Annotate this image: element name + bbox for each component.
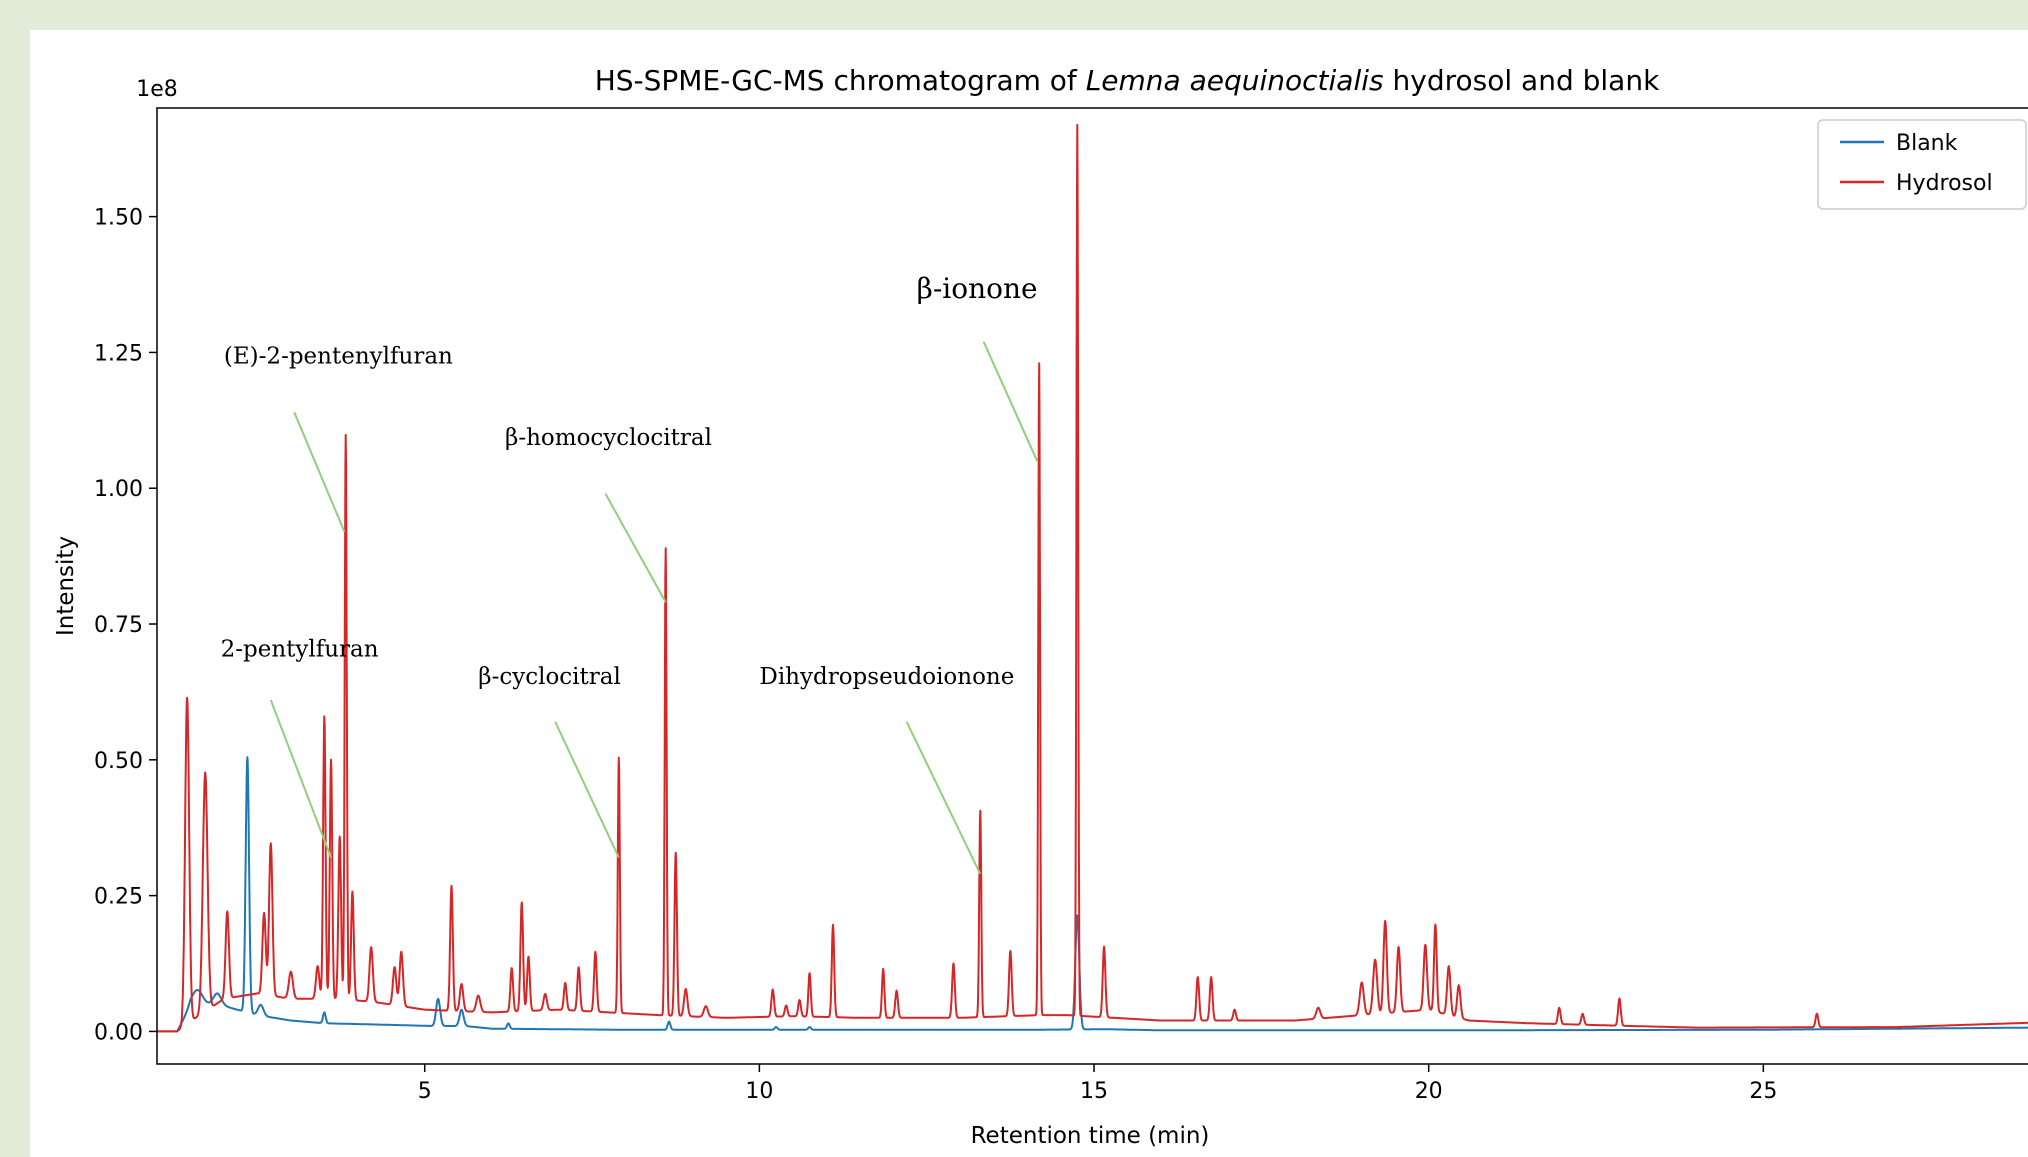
x-tick-label: 10 [745, 1079, 773, 1104]
figure-panel: (E)-2-pentenylfuran β-homocyclocitral β-io… [30, 30, 2028, 1157]
annotation-leader-line [554, 721, 620, 859]
annotation-label: β-homocyclocitral [505, 425, 712, 451]
legend-label-blank: Blank [1896, 131, 1958, 156]
annotation-leader-line [604, 493, 667, 603]
chart-title: HS-SPME-GC-MS chromatogram of Lemna aequ… [595, 64, 1660, 97]
annotation-label: (E)-2-pentenylfuran [224, 343, 453, 369]
x-tick-label: 20 [1415, 1079, 1443, 1104]
annotation-label: 2-pentylfuran [221, 637, 379, 663]
annotation-leader-line [982, 341, 1039, 462]
y-tick-label: 1.25 [94, 341, 143, 366]
y-tick-label: 1.50 [94, 206, 143, 231]
legend: Blank Hydrosol [1817, 119, 2027, 210]
annotation-leader-line [905, 721, 982, 875]
annotation-label: β-ionone [917, 272, 1038, 305]
y-tick-label: 1.00 [94, 477, 143, 502]
chart-title-prefix: HS-SPME-GC-MS chromatogram of [595, 64, 1086, 97]
x-tick-label: 15 [1080, 1079, 1108, 1104]
y-tick-label: 0.50 [94, 749, 143, 774]
y-tick-label: 0.25 [94, 885, 143, 910]
series-line-blank [156, 756, 2028, 1033]
chromatogram-chart: (E)-2-pentenylfuran β-homocyclocitral β-io… [53, 64, 2028, 1149]
series-layer [156, 123, 2028, 1033]
plot-frame [156, 107, 2028, 1065]
annotation-leader-line [269, 699, 332, 858]
annotations-layer: (E)-2-pentenylfuran β-homocyclocitral β-io… [221, 272, 1039, 875]
y-tick-label: 0.75 [94, 613, 143, 638]
y-offset-label: 1e8 [136, 77, 178, 102]
x-tick-label: 5 [418, 1079, 432, 1104]
legend-label-hydrosol: Hydrosol [1896, 171, 1993, 196]
annotation-label: β-cyclocitral [478, 664, 621, 690]
y-tick-label: 0.00 [94, 1020, 143, 1045]
x-axis-title: Retention time (min) [971, 1123, 1210, 1149]
chart-title-species: Lemna aequinoctialis [1086, 64, 1384, 97]
x-tick-label: 25 [1749, 1079, 1777, 1104]
annotation-leader-line [293, 411, 346, 533]
axes-layer: 510152025300.000.250.500.751.001.251.50 [94, 206, 1777, 1104]
series-line-hydrosol [156, 123, 2028, 1033]
annotation-label: Dihydropseudoionone [759, 664, 1014, 690]
chart-title-suffix: hydrosol and blank [1384, 64, 1660, 97]
y-axis-title: Intensity [53, 536, 79, 636]
